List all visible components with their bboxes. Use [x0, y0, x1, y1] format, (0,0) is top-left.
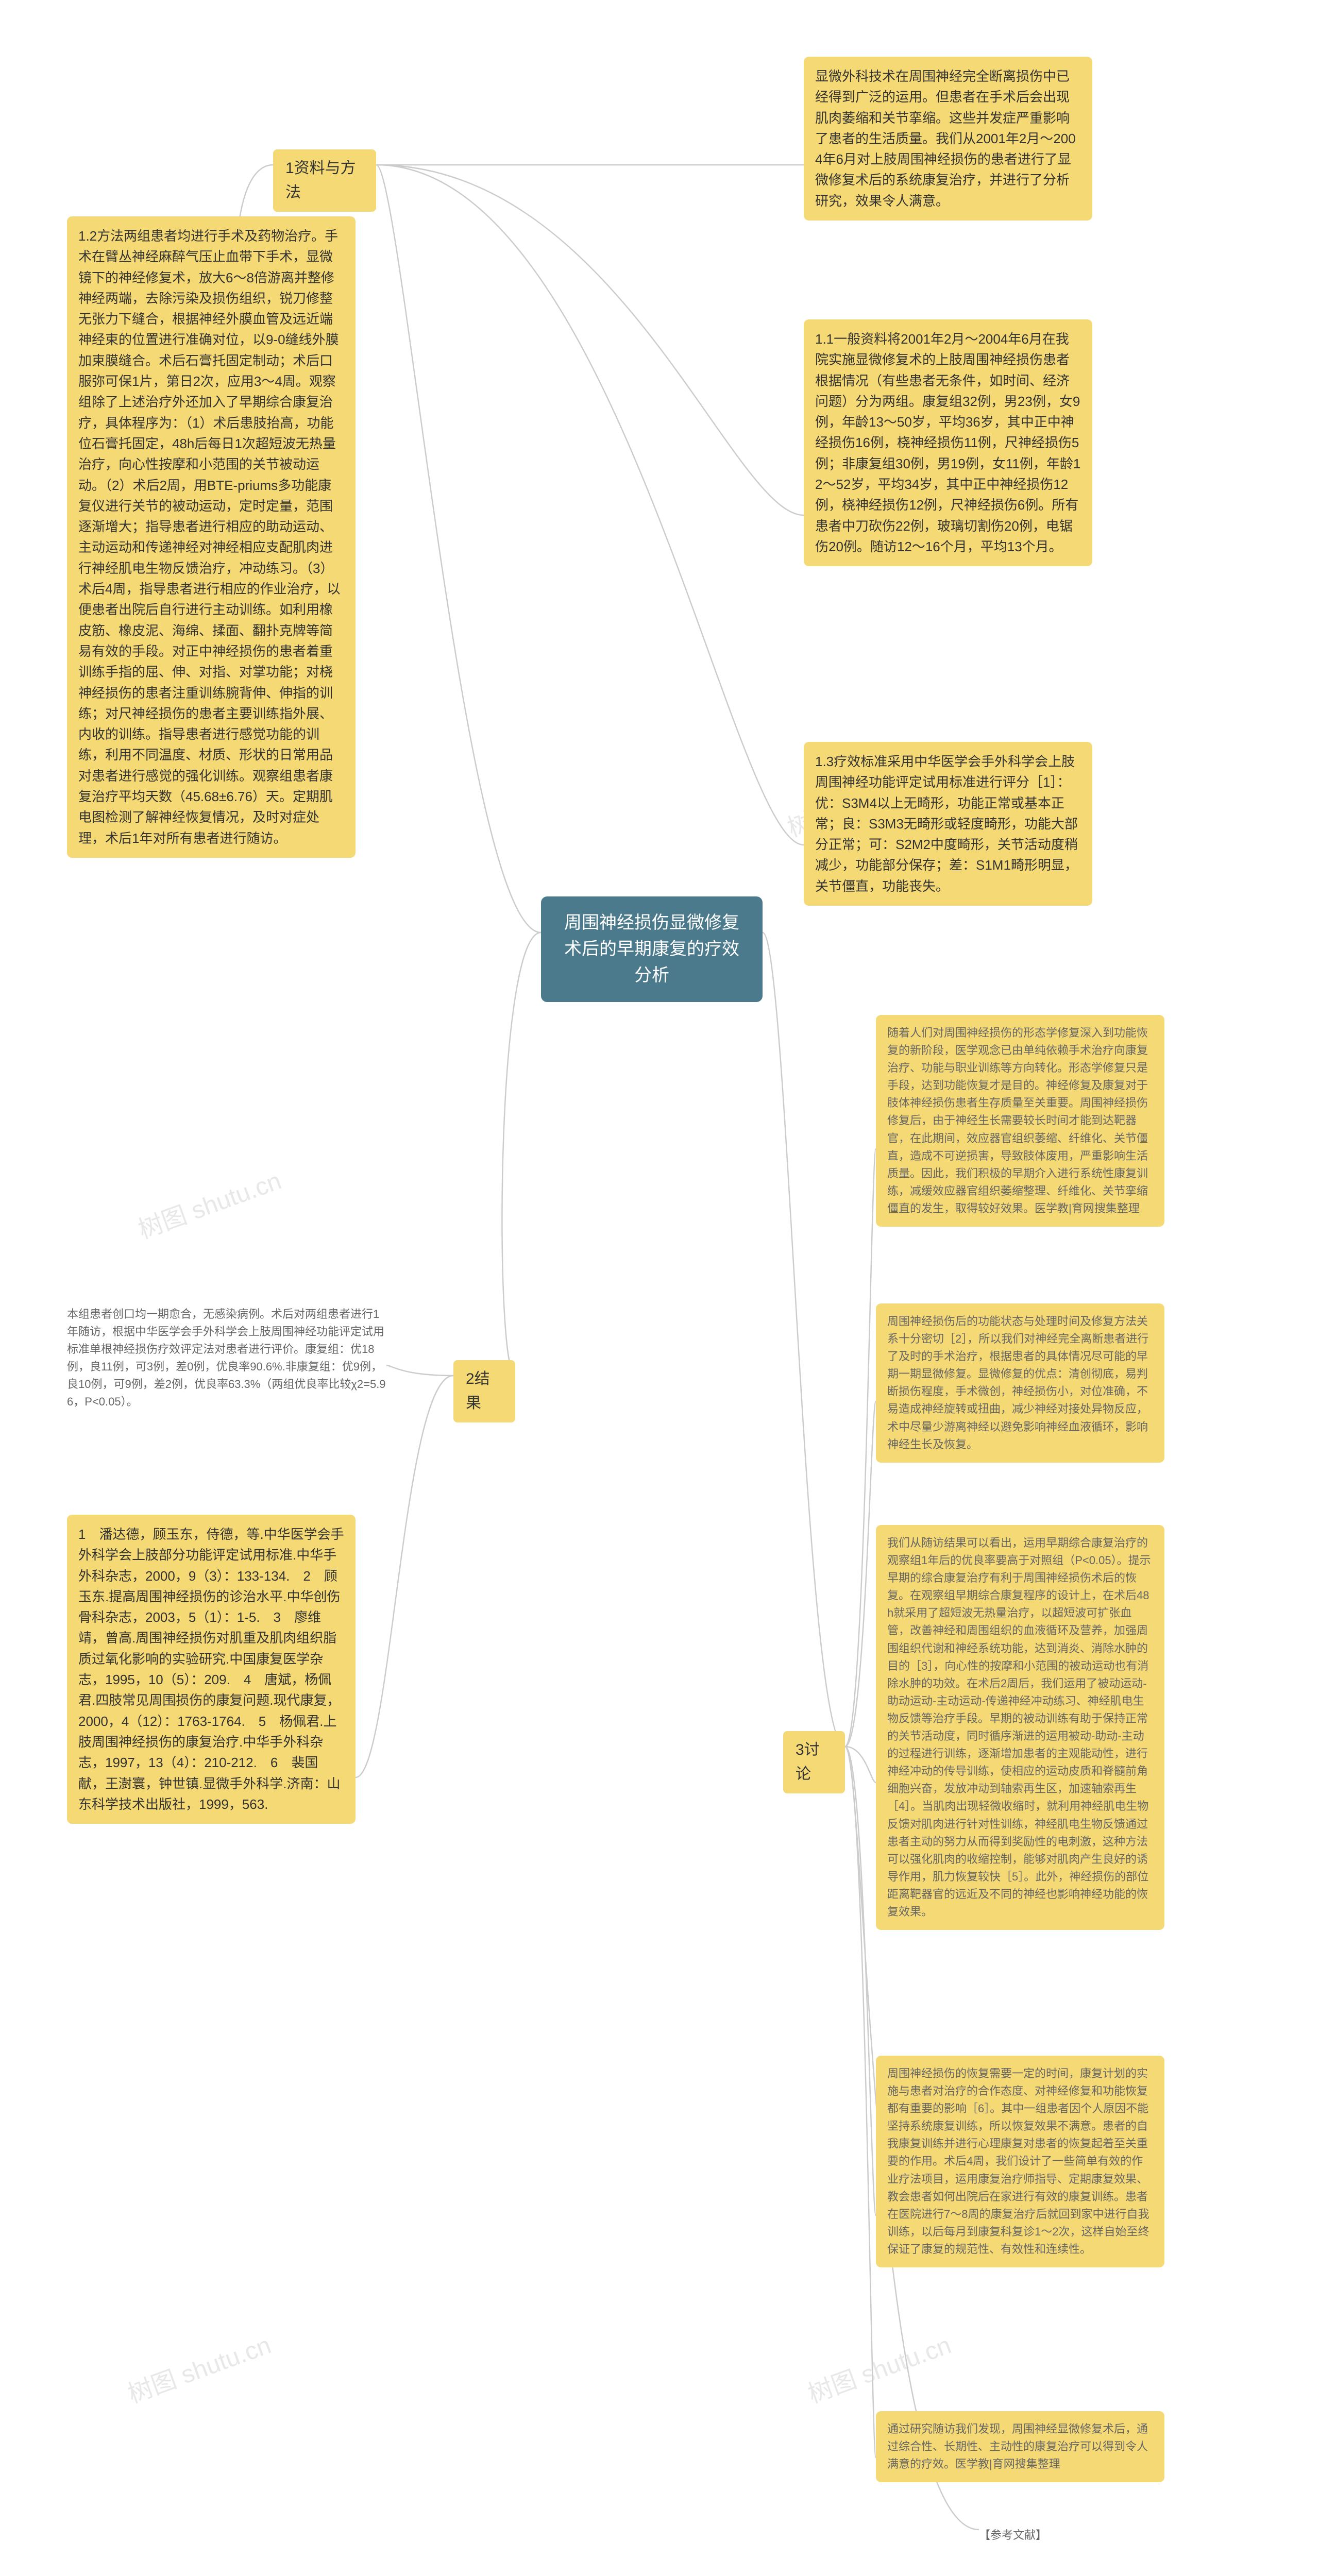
discussion-3[interactable]: 我们从随访结果可以看出，运用早期综合康复治疗的观察组1年后的优良率要高于对照组（… [876, 1525, 1164, 1930]
intro-paragraph[interactable]: 显微外科技术在周围神经完全断离损伤中已经得到广泛的运用。但患者在手术后会出现肌肉… [804, 57, 1092, 221]
connector [763, 933, 845, 1747]
connector [376, 165, 541, 933]
connector [845, 1747, 876, 2215]
connector [845, 1401, 876, 1747]
connector [376, 165, 804, 515]
mindmap-canvas: 树图 shutu.cn 树图 shutu.cn 树图 shutu.cn 树图 s… [0, 0, 1319, 2576]
section-discussion[interactable]: 3讨论 [783, 1731, 845, 1793]
discussion-1[interactable]: 随着人们对周围神经损伤的形态学修复深入到功能恢复的新阶段，医学观念已由单纯依赖手… [876, 1015, 1164, 1227]
references-label: 【参考文献】 [979, 2524, 1047, 2546]
methods-detail[interactable]: 1.2方法两组患者均进行手术及药物治疗。手术在臂丛神经麻醉气压止血带下手术，显微… [67, 216, 356, 858]
section-results[interactable]: 2结果 [453, 1360, 515, 1422]
discussion-5[interactable]: 通过研究随访我们发现，周围神经显微修复术后，通过综合性、长期性、主动性的康复治疗… [876, 2411, 1164, 2482]
section-materials-methods[interactable]: 1资料与方法 [273, 149, 376, 212]
discussion-4[interactable]: 周围神经损伤的恢复需要一定的时间，康复计划的实施与患者对治疗的合作态度、对神经修… [876, 2056, 1164, 2267]
results-summary: 本组患者创口均一期愈合，无感染病例。术后对两组患者进行1年随访，根据中华医学会手… [67, 1303, 386, 1413]
connector [356, 1376, 453, 1777]
connector [502, 933, 541, 1376]
general-data[interactable]: 1.1一般资料将2001年2月～2004年6月在我院实施显微修复术的上肢周围神经… [804, 319, 1092, 566]
references-list[interactable]: 1 潘达德，顾玉东，侍德，等.中华医学会手外科学会上肢部分功能评定试用标准.中华… [67, 1515, 356, 1824]
center-title[interactable]: 周围神经损伤显微修复术后的早期康复的疗效分析 [541, 896, 763, 1002]
discussion-2[interactable]: 周围神经损伤后的功能状态与处理时间及修复方法关系十分密切［2］，所以我们对神经完… [876, 1303, 1164, 1463]
efficacy-standard[interactable]: 1.3疗效标准采用中华医学会手外科学会上肢周围神经功能评定试用标准进行评分［1］… [804, 742, 1092, 906]
connector [845, 1747, 876, 1783]
connector [386, 1365, 453, 1376]
